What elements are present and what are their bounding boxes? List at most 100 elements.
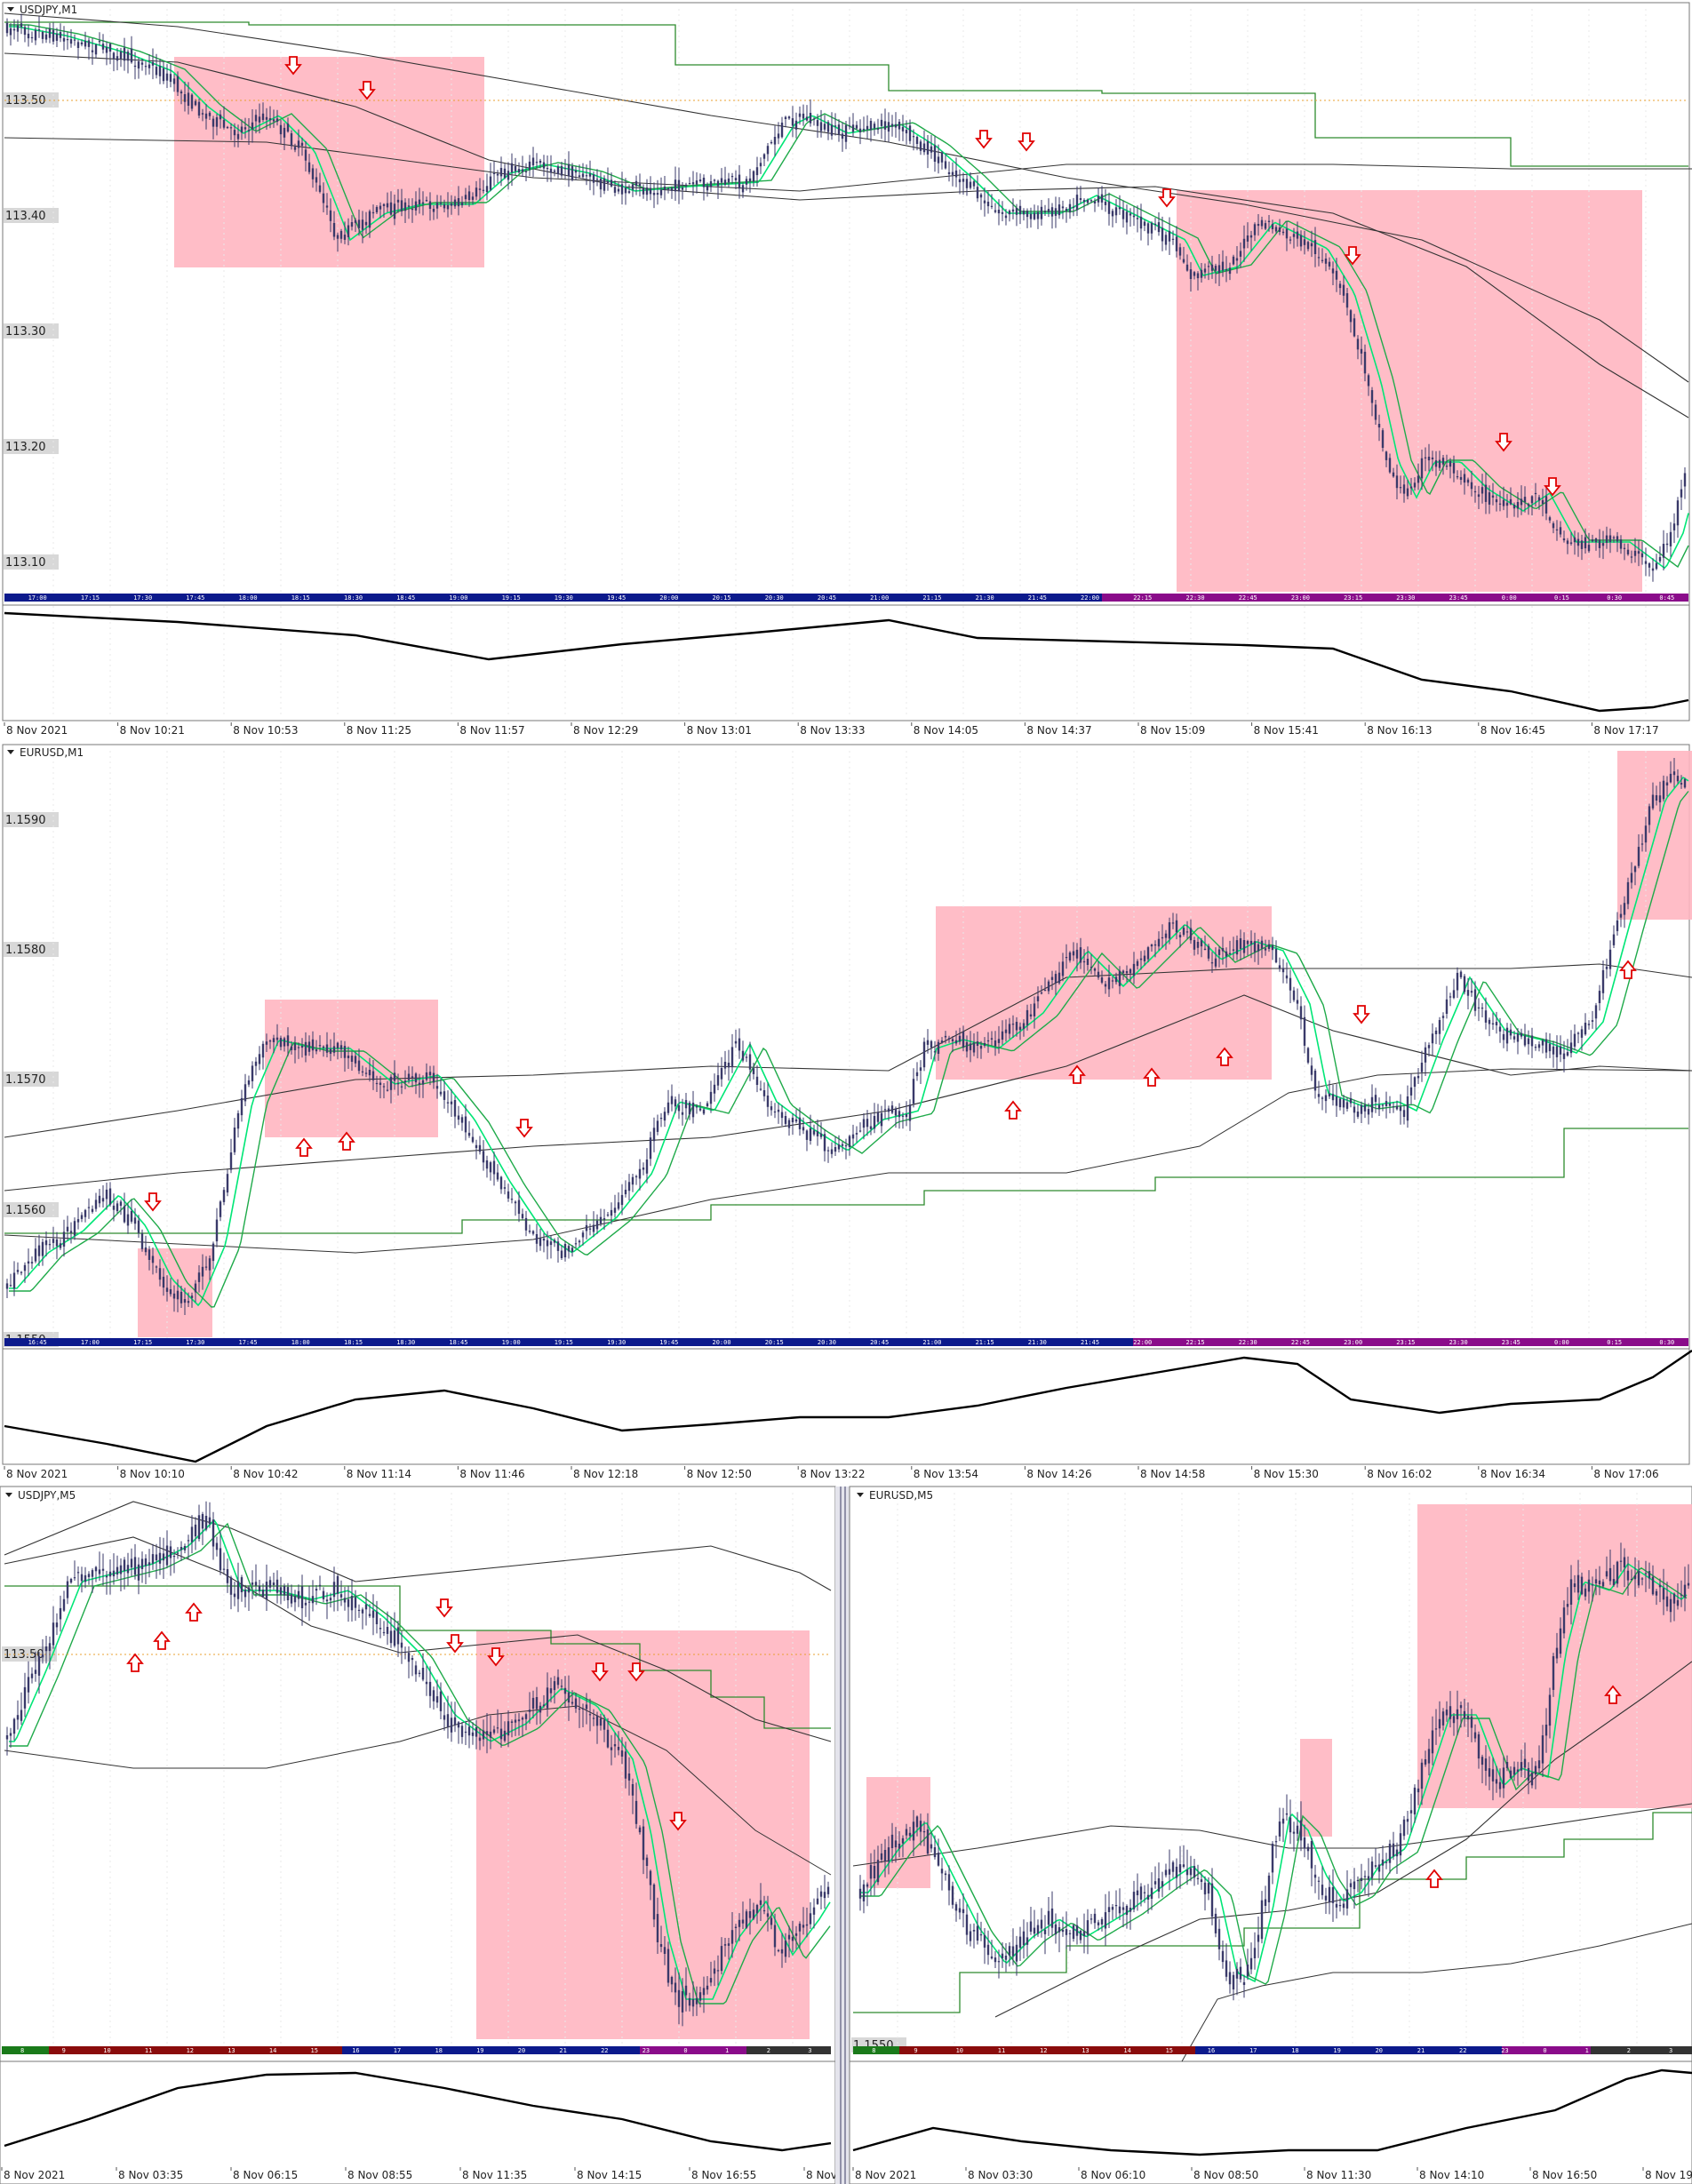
candle — [492, 1726, 496, 1735]
buy-arrow-icon — [1143, 1067, 1161, 1087]
candle — [627, 184, 631, 195]
session-label: 0:30 — [1659, 1339, 1674, 1346]
candle — [435, 195, 439, 219]
candle — [1011, 1928, 1015, 1965]
time-label: 8 Nov 16:34 — [1480, 1468, 1545, 1480]
session-label: 9 — [62, 2047, 66, 2054]
candle — [986, 1930, 990, 1965]
candle — [425, 1063, 428, 1082]
session-label: 22:30 — [1239, 1339, 1257, 1346]
session-label: 20:15 — [765, 1339, 784, 1346]
candle — [222, 1552, 226, 1575]
candle — [1438, 1701, 1441, 1737]
session-bar: 16:45 17:00 17:15 17:30 17:45 18:00 18:15 18:30… — [4, 1338, 1688, 1346]
candle — [1129, 1899, 1132, 1930]
signal-arrows — [144, 960, 1637, 1212]
session-label: 2 — [1627, 2047, 1631, 2054]
candle — [311, 1031, 315, 1058]
candle — [1541, 489, 1544, 517]
candle — [1004, 209, 1008, 226]
candle — [1168, 217, 1171, 255]
candle — [997, 1025, 1001, 1054]
candle — [1417, 463, 1420, 490]
candle — [1321, 248, 1324, 264]
upper-band-line — [4, 1501, 832, 1591]
candle — [507, 1710, 510, 1748]
candle — [212, 1511, 215, 1560]
candle — [930, 134, 933, 159]
candle — [108, 1559, 112, 1595]
candle — [546, 1672, 549, 1717]
candle — [467, 1120, 471, 1138]
panel-menu-arrow[interactable] — [7, 7, 14, 12]
candle — [1488, 485, 1491, 514]
candle — [236, 1562, 240, 1613]
candle — [272, 1034, 275, 1054]
candle — [713, 179, 716, 185]
session-label: 22:00 — [1133, 1339, 1152, 1346]
candle — [997, 199, 1001, 226]
candle — [1548, 1033, 1552, 1058]
candle — [777, 1102, 780, 1124]
candle — [698, 1102, 702, 1112]
panel-menu-arrow[interactable] — [857, 1493, 864, 1497]
highlight-zones — [138, 751, 1692, 1337]
candle — [1680, 479, 1683, 510]
candle — [1008, 1017, 1011, 1040]
candle — [116, 48, 119, 71]
candle — [812, 1898, 816, 1929]
candle — [883, 1838, 887, 1877]
candle — [1104, 1893, 1107, 1946]
candle — [1576, 1032, 1580, 1044]
candle — [9, 23, 12, 46]
candle — [16, 1700, 20, 1730]
buy-arrow-icon — [1068, 1064, 1086, 1084]
candle — [698, 173, 702, 183]
panel-splitter[interactable] — [835, 1487, 850, 2184]
highlight-zone — [1177, 190, 1642, 592]
candle — [1491, 482, 1495, 506]
candle — [1683, 777, 1687, 789]
oscillator — [4, 2071, 832, 2152]
candle — [144, 60, 148, 76]
candle — [745, 1053, 748, 1063]
candle — [1150, 1872, 1153, 1910]
candle — [80, 1212, 84, 1223]
candle — [1452, 978, 1456, 1000]
candle — [1409, 477, 1413, 495]
candle — [997, 1949, 1001, 1979]
session-label: 19 — [476, 2047, 483, 2054]
candle — [1065, 1911, 1068, 1949]
candle — [407, 198, 411, 219]
panel-menu-arrow[interactable] — [5, 1493, 12, 1497]
candle — [720, 1056, 723, 1087]
candle — [478, 1728, 482, 1750]
candle — [478, 1136, 482, 1155]
candle — [972, 1923, 976, 1949]
candle — [190, 1292, 194, 1308]
session-label: 21:00 — [870, 594, 889, 602]
candle — [482, 179, 485, 194]
candle — [158, 1259, 162, 1287]
candle — [969, 1031, 972, 1063]
candle — [706, 1101, 709, 1108]
candle — [297, 1042, 300, 1059]
candle — [1093, 198, 1097, 212]
candle — [688, 1992, 691, 2012]
candle — [507, 162, 510, 190]
candle — [69, 1577, 73, 1584]
session-label: 23:00 — [1291, 594, 1310, 602]
candle — [809, 1901, 812, 1929]
candle — [638, 1825, 642, 1835]
candle — [443, 1080, 446, 1109]
candle — [560, 162, 563, 179]
candle — [361, 1065, 364, 1077]
candle — [1417, 1068, 1420, 1084]
candle — [375, 205, 379, 214]
candle — [41, 1638, 44, 1664]
candle — [1182, 925, 1185, 937]
candle — [44, 28, 48, 44]
panel-menu-arrow[interactable] — [7, 750, 14, 754]
candle — [62, 1219, 66, 1257]
